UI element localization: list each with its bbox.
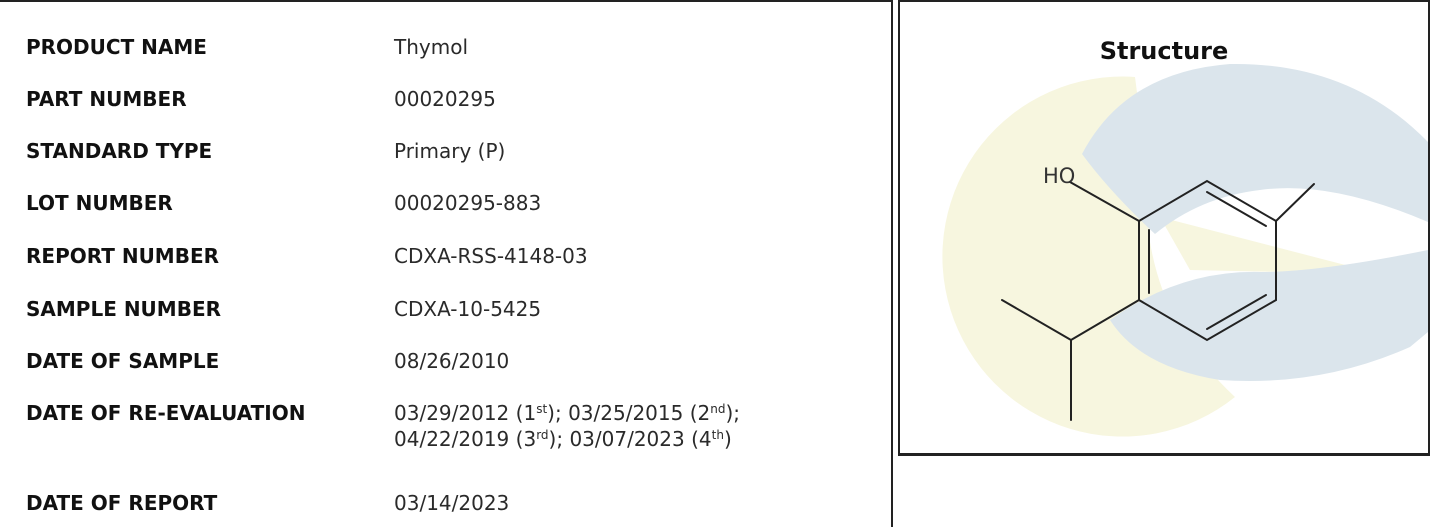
field-label: SAMPLE NUMBER [26, 297, 221, 321]
watermark-blue-bottom [1110, 250, 1428, 382]
ordinal-suffix: nd [710, 402, 726, 416]
reevaluation-line-2: 04/22/2019 (3rd); 03/07/2023 (4th) [394, 427, 732, 451]
field-value: Primary (P) [394, 139, 506, 163]
ordinal-suffix: st [536, 402, 548, 416]
isopropyl-methyl-1 [1001, 299, 1072, 341]
field-value: 00020295 [394, 87, 496, 111]
field-value: Thymol [394, 35, 469, 59]
reevaluation-ordinal: 1 [523, 401, 537, 425]
field-label: LOT NUMBER [26, 191, 173, 215]
field-label: STANDARD TYPE [26, 139, 213, 163]
field-value: 00020295-883 [394, 191, 542, 215]
field-label: PRODUCT NAME [26, 35, 207, 59]
hydroxyl-bond [1069, 181, 1140, 222]
ring-inner-bond-top [1206, 191, 1267, 227]
reevaluation-date: 03/29/2012 [394, 401, 510, 425]
reevaluation-date: 04/22/2019 [394, 427, 510, 451]
field-part-number: PART NUMBER 00020295 [26, 86, 496, 112]
field-label: DATE OF RE-EVALUATION [26, 401, 306, 425]
ordinal-suffix: rd [536, 428, 549, 442]
field-lot-number: LOT NUMBER 00020295-883 [26, 190, 541, 216]
reevaluation-date: 03/07/2023 [569, 427, 685, 451]
field-value: 03/14/2023 [394, 491, 510, 515]
structure-panel: Structure HO [898, 0, 1430, 456]
watermark-blue-top [1082, 63, 1428, 234]
field-label: DATE OF REPORT [26, 491, 218, 515]
structure-labels: HO [1043, 164, 1075, 188]
hydroxyl-label: HO [1043, 164, 1075, 188]
field-date-of-sample: DATE OF SAMPLE 08/26/2010 [26, 348, 509, 374]
field-date-of-re-evaluation: DATE OF RE-EVALUATION 03/29/2012 (1st); … [26, 400, 740, 452]
reevaluation-date: 03/25/2015 [568, 401, 684, 425]
methyl-bond [1275, 183, 1315, 222]
field-label: PART NUMBER [26, 87, 187, 111]
reevaluation-ordinal: 2 [697, 401, 711, 425]
field-date-of-report: DATE OF REPORT 03/14/2023 [26, 490, 509, 516]
field-value: CDXA-RSS-4148-03 [394, 244, 588, 268]
reevaluation-ordinal: 3 [523, 427, 537, 451]
field-value: 08/26/2010 [394, 349, 510, 373]
field-report-number: REPORT NUMBER CDXA-RSS-4148-03 [26, 243, 588, 269]
field-label: REPORT NUMBER [26, 244, 220, 268]
reevaluation-line-1: 03/29/2012 (1st); 03/25/2015 (2nd); [394, 401, 741, 425]
field-label: DATE OF SAMPLE [26, 349, 220, 373]
thymol-molecule [1001, 179, 1315, 421]
ordinal-suffix: th [711, 428, 724, 442]
field-standard-type: STANDARD TYPE Primary (P) [26, 138, 505, 164]
reevaluation-ordinal: 4 [698, 427, 712, 451]
watermark-yellow-beam [1160, 217, 1380, 274]
reevaluation-dates: 03/29/2012 (1st); 03/25/2015 (2nd); 04/2… [394, 400, 740, 452]
ring-inner-bond-right [1206, 294, 1267, 330]
field-value: CDXA-10-5425 [394, 297, 542, 321]
product-info-panel: PRODUCT NAME Thymol PART NUMBER 00020295… [0, 0, 893, 527]
structure-title: Structure [1099, 37, 1229, 65]
isopropyl-bond [1070, 299, 1140, 341]
field-sample-number: SAMPLE NUMBER CDXA-10-5425 [26, 296, 541, 322]
structure-drawing [942, 63, 1428, 437]
field-product-name: PRODUCT NAME Thymol [26, 34, 468, 60]
